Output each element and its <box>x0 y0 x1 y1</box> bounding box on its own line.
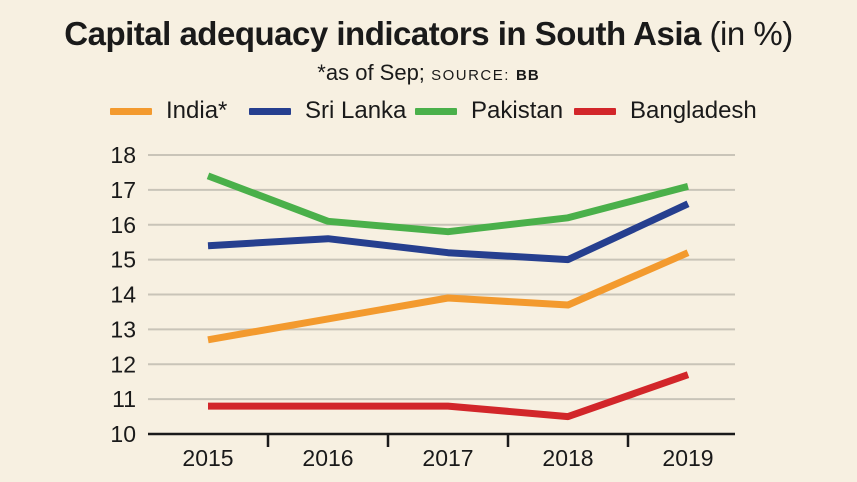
y-tick-label-11: 11 <box>112 386 136 412</box>
legend-swatch-sri-lanka <box>249 107 291 115</box>
series-line-bangladesh <box>208 371 690 421</box>
legend-item-sri-lanka: Sri Lanka <box>249 96 406 126</box>
y-tick-label-17: 17 <box>110 177 136 203</box>
chart-title-unit: (in %) <box>709 15 794 52</box>
y-tick-label-13: 13 <box>110 316 136 342</box>
y-tick-label-18: 18 <box>110 142 136 168</box>
legend-swatch-india <box>110 107 152 115</box>
source-value: BB <box>516 67 540 84</box>
chart-title: Capital adequacy indicators in South Asi… <box>0 14 857 54</box>
legend-label-sri-lanka: Sri Lanka <box>305 97 407 124</box>
legend-label-india: India* <box>166 97 228 124</box>
source-label: SOURCE: <box>431 67 510 84</box>
series-line-pakistan <box>206 172 689 236</box>
legend-swatch-pakistan <box>415 107 457 115</box>
legend-label-pakistan: Pakistan <box>471 97 564 124</box>
chart-title-main: Capital adequacy indicators in South Asi… <box>64 15 701 52</box>
subtitle-note: *as of Sep; <box>317 60 425 85</box>
legend-item-india: India* <box>110 96 227 126</box>
legend-item-bangladesh: Bangladesh <box>574 96 757 126</box>
legend-swatch-bangladesh <box>574 107 616 115</box>
series-line-sri-lanka <box>207 200 690 264</box>
legend-item-pakistan: Pakistan <box>415 96 563 126</box>
x-tick-label-2019: 2019 <box>662 445 713 471</box>
y-tick-label-15: 15 <box>110 247 136 273</box>
chart-subtitle: *as of Sep; SOURCE: BB <box>0 60 857 89</box>
y-tick-label-14: 14 <box>110 282 136 308</box>
legend-label-bangladesh: Bangladesh <box>630 97 757 124</box>
y-tick-label-16: 16 <box>110 212 136 238</box>
x-tick-label-2018: 2018 <box>542 445 593 471</box>
x-tick-label-2016: 2016 <box>302 445 353 471</box>
y-tick-label-10: 10 <box>110 421 136 447</box>
series-line-india <box>207 249 690 344</box>
y-tick-label-12: 12 <box>110 351 136 377</box>
chart-legend: India* Sri Lanka Pakistan Bangladesh <box>0 96 857 126</box>
x-tick-label-2017: 2017 <box>422 445 473 471</box>
x-tick-label-2015: 2015 <box>182 445 233 471</box>
